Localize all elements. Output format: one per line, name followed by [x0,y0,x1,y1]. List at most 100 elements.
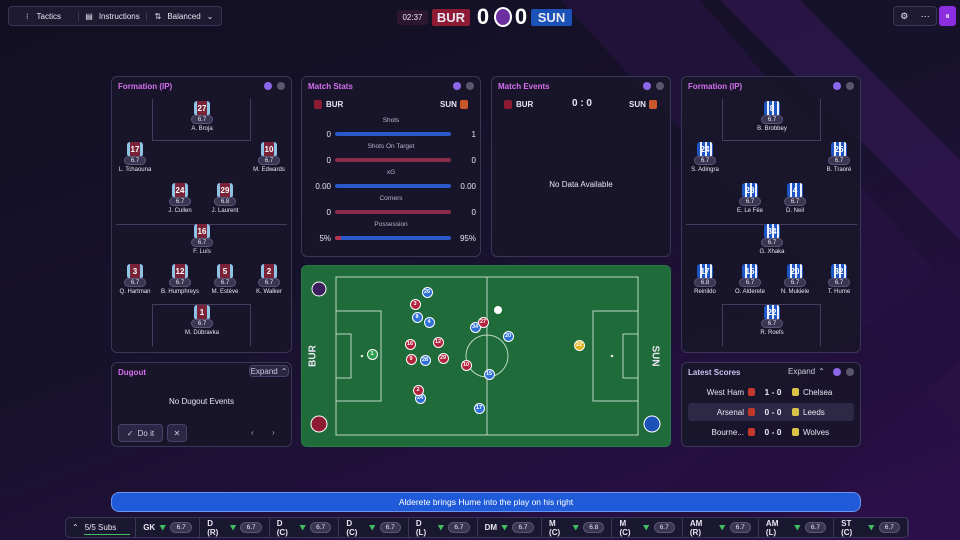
icon: ✓ [126,428,134,438]
position-item: D (R) 6.7 [200,518,270,537]
player-marker: 17 [473,402,485,414]
position-item: ST (C) 6.7 [834,518,908,537]
player-name: F. Luís [193,249,211,255]
dot[interactable] [656,82,664,90]
home-stat-value: 0.00 [315,182,331,191]
away-stat-value: 0.00 [460,182,476,191]
player-rating: 6.7 [191,115,213,124]
subs-button[interactable]: ⌃ 5/5 Subs [66,518,137,537]
dot[interactable] [453,82,461,90]
pitch-panel: BUR SUN 26 8 4 34 20 28 15 24 17 3 27 12 16 9 29 10 2 1 22 [301,265,671,447]
player-rating: 6.8 [694,278,716,287]
home-team: West Ham [706,388,744,397]
box-line [722,304,821,346]
player-name: Q. Hartman [119,289,151,295]
do-it-button[interactable]: ✓ Do it [118,424,163,442]
condition-icon [572,524,580,531]
away-crest [792,408,799,416]
home-stat-value: 0 [326,156,331,165]
subs-label: 5/5 Subs [84,523,117,532]
player-rating: 6.7 [214,278,236,287]
more-button[interactable]: ⋯ [920,10,930,21]
stat-bar [335,236,451,240]
icon: ⌃ [818,367,825,376]
condition-icon [229,524,237,531]
player-shirt: 32 [831,264,847,278]
settings-button[interactable]: ⚙ [900,10,909,21]
player-name: R. Roefs [760,330,784,336]
player-rating: 6.7 [739,278,761,287]
player-shirt: 20 [787,264,803,278]
dismiss-button[interactable]: ✕ [167,424,187,442]
player-marker: 29 [437,352,449,364]
home-team: BUR [326,100,344,109]
player-name: A. Broja [191,126,213,132]
stat-label: xG [386,169,396,176]
prev-button[interactable]: ‹ [251,428,254,437]
player-rating: 6.7 [124,278,146,287]
player-marker: 8 [411,311,423,323]
player-shirt: 4 [787,183,803,197]
panel-title: Formation (IP) [118,82,173,91]
commentary-bar: Alderete brings Hume into the play on hi… [111,492,861,512]
tactics-button[interactable]: ⁝ Tactics [9,11,79,21]
position-item: DM 6.7 [478,518,543,537]
home-team: Arsenal [716,408,744,417]
player-marker: 26 [421,286,433,298]
expand-button[interactable]: Expand ⌃ [249,365,289,377]
player-marker: 12 [432,336,444,348]
position-label: AM (L) [765,518,779,537]
mentality-button[interactable]: ⇅ Balanced ⌄ [147,12,221,21]
dot[interactable] [643,82,651,90]
player-name: J. Cullen [168,208,192,214]
away-crest [643,415,661,433]
dot[interactable] [833,82,841,90]
player-marker: 15 [483,368,495,380]
player-name: B. Humphreys [160,289,199,295]
panel-controls [833,82,854,90]
position-label: AM (R) [689,518,703,537]
dot[interactable] [264,82,272,90]
player-shirt: 24 [697,142,713,156]
position-item: D (L) 6.7 [409,518,478,537]
away-team: SUN [440,100,457,109]
player-shirt: 15 [742,264,758,278]
player-name: L. Tchaouna [118,167,152,173]
home-team: BUR [516,100,534,109]
bottom-bar: ⌃ 5/5 Subs GK 6.7 D (R) 6.7 D (C) 6.7 D (C) 6.7 D… [65,517,909,538]
player-name: G. Xhaka [759,249,785,255]
player-name: D. Neil [785,208,804,214]
panel-title: Match Events [498,82,550,91]
instructions-button[interactable]: ▤ Instructions [79,11,147,21]
pause-button[interactable]: ⏸ [939,6,956,26]
condition-icon [159,524,167,531]
box-line [152,304,251,346]
home-crest [748,408,755,416]
dot[interactable] [846,368,854,376]
expand-button[interactable]: Expand ⌃ [788,367,825,376]
formation-home-panel: Formation (IP) 27 6.7 A. Broja 17 6.7 L. Tcha… [111,76,292,353]
stat-label: Shots On Target [367,143,415,150]
dot[interactable] [833,368,841,376]
player-name: M. Estève [211,289,239,295]
position-label: D (L) [415,518,427,537]
condition-icon [642,524,650,531]
player-shirt: 28 [742,183,758,197]
player-marker: 9 [405,353,417,365]
position-item: AM (R) 6.7 [683,518,759,537]
position-rating: 6.7 [804,522,827,533]
position-item: M (C) 6.8 [542,518,613,537]
dot[interactable] [466,82,474,90]
league-badge [311,281,327,297]
position-label: D (C) [346,518,358,537]
box-line [152,99,251,141]
panel-title: Formation (IP) [688,82,743,91]
stat-label: Shots [382,117,400,124]
score: 1 - 0 [764,387,782,397]
next-button[interactable]: › [272,428,275,437]
position-rating: 6.7 [878,522,900,533]
position-label: DM [484,523,498,532]
dot[interactable] [277,82,285,90]
dot[interactable] [846,82,854,90]
condition-icon [299,524,306,531]
